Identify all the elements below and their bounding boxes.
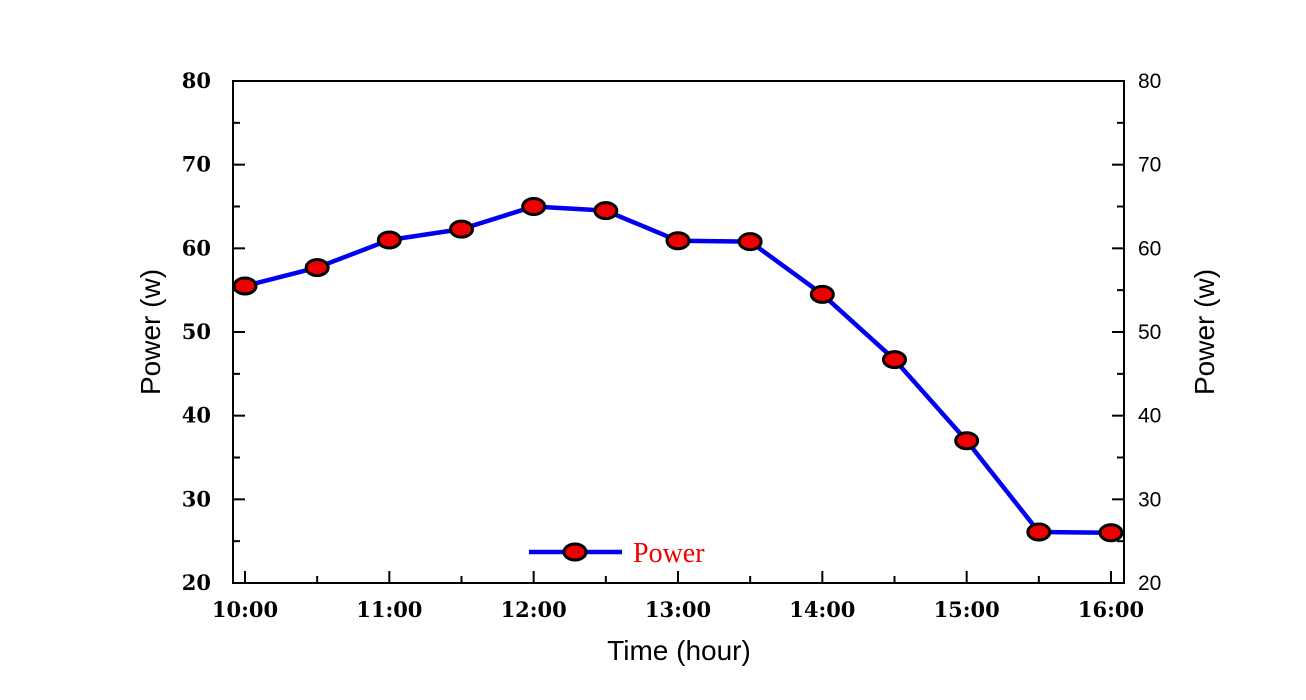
data-point-marker [665, 231, 691, 251]
y-tick-label-right: 80 [1138, 70, 1161, 93]
data-point-marker [593, 201, 619, 221]
series-markers [232, 197, 1124, 543]
x-tick-label: 15:00 [934, 597, 1000, 622]
y-tick-label-left: 80 [182, 68, 211, 93]
x-tick-label: 10:00 [212, 597, 278, 622]
data-point-marker [809, 284, 835, 304]
y-tick-label-right: 50 [1138, 321, 1161, 344]
data-point-marker [954, 431, 980, 451]
plot-frame [232, 80, 1125, 584]
right-y-ticks: 20 30 40 50 60 70 80 [1112, 70, 1161, 595]
y-tick-label-left: 60 [182, 235, 211, 260]
data-point-marker [1026, 522, 1052, 542]
x-axis-title: Time (hour) [607, 635, 751, 666]
x-tick-label: 14:00 [789, 597, 855, 622]
y-tick-label-right: 20 [1138, 572, 1161, 595]
y-tick-label-right: 70 [1138, 154, 1161, 177]
x-ticks: 10:00 11:00 12:00 13:00 14:00 15:00 16:00 [212, 571, 1144, 622]
y-axis-title-left: Power (w) [135, 269, 166, 395]
legend-marker [562, 542, 588, 562]
y-tick-label-right: 30 [1138, 488, 1161, 511]
series-line-power [244, 204, 1112, 536]
y-tick-label-left: 30 [182, 486, 211, 511]
data-point-marker [304, 258, 330, 278]
legend-label: Power [633, 538, 705, 569]
x-tick-label: 13:00 [645, 597, 711, 622]
y-tick-label-left: 70 [182, 152, 211, 177]
x-tick-label: 16:00 [1078, 597, 1144, 622]
left-y-ticks: 20 30 40 50 60 70 80 [182, 68, 245, 595]
x-tick-label: 12:00 [501, 597, 567, 622]
y-tick-label-right: 60 [1138, 237, 1161, 260]
data-point-marker [376, 230, 402, 250]
y-tick-label-right: 40 [1138, 405, 1161, 428]
y-tick-label-left: 50 [182, 319, 211, 344]
legend: Power [529, 538, 705, 569]
data-point-marker [232, 276, 258, 296]
y-axis-title-right: Power (w) [1189, 269, 1220, 395]
y-tick-label-left: 20 [182, 570, 211, 595]
x-tick-label: 11:00 [356, 597, 422, 622]
data-point-marker [1098, 523, 1124, 543]
data-point-marker [882, 350, 907, 370]
data-point-marker [449, 219, 474, 239]
data-point-marker [521, 197, 547, 216]
y-tick-label-left: 40 [182, 403, 211, 428]
data-point-marker [737, 232, 763, 252]
